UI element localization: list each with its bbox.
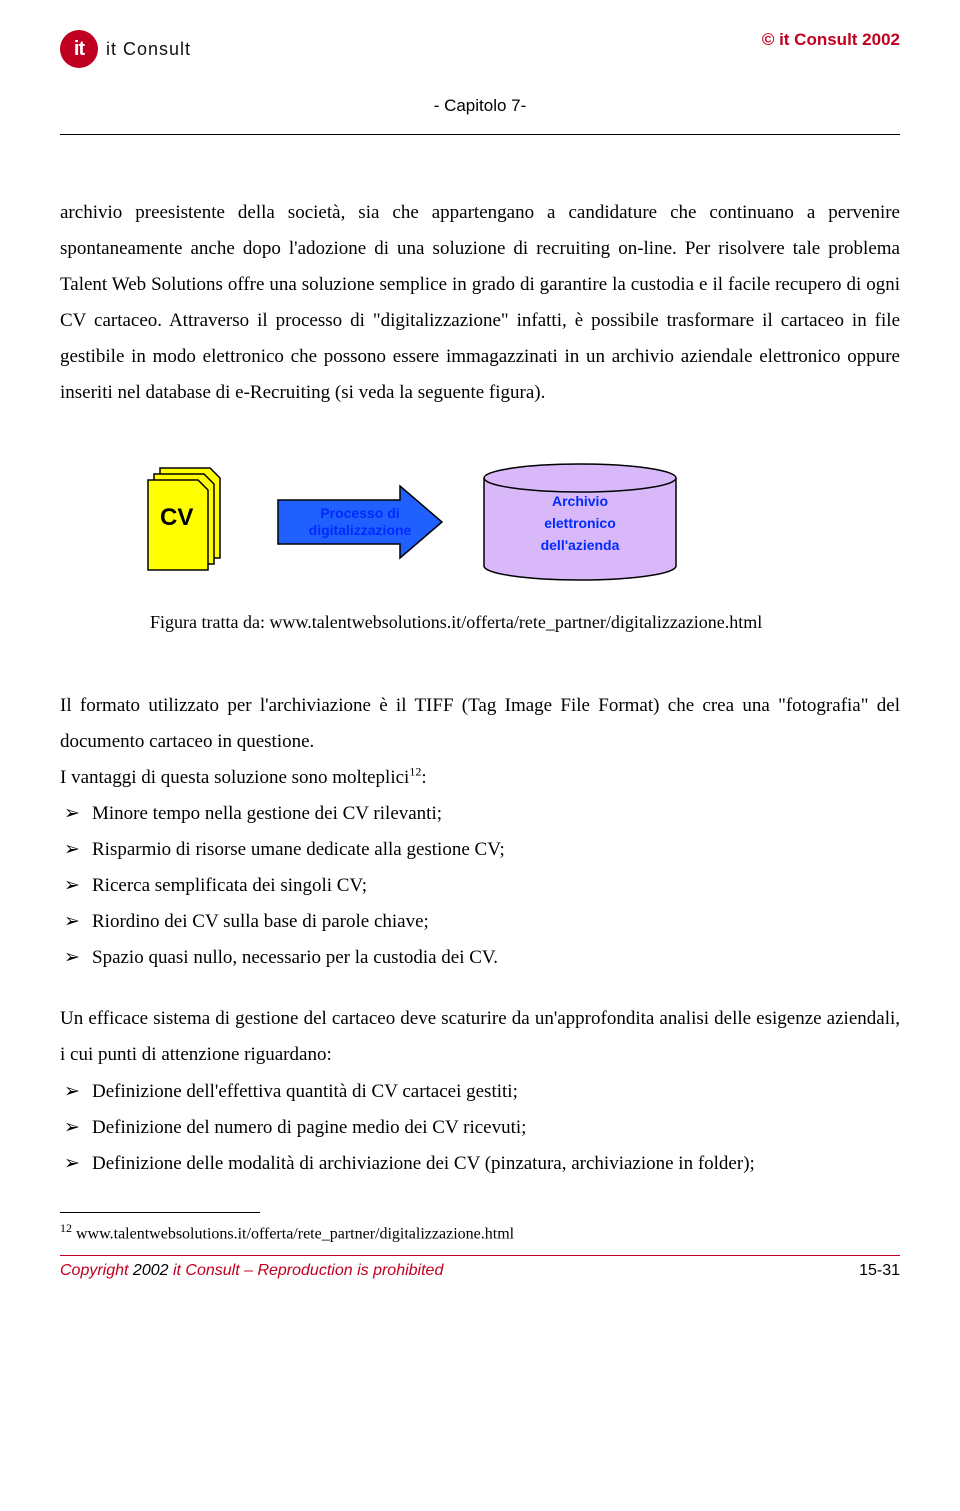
page-header: it it Consult © it Consult 2002 [60, 30, 900, 90]
footer-rule [60, 1255, 900, 1256]
footnote-text: www.talentwebsolutions.it/offerta/rete_p… [72, 1225, 514, 1242]
arrow-line2: digitalizzazione [309, 522, 412, 538]
cylinder-label: Archivio elettronico dell'azienda [480, 490, 680, 557]
footer-pre: Copyright [60, 1262, 133, 1279]
para2b-post: : [421, 767, 426, 788]
arrow-line1: Processo di [320, 505, 399, 521]
list-item: Definizione del numero di pagine medio d… [60, 1110, 900, 1146]
para2b-sup: 12 [409, 764, 421, 778]
header-copyright: © it Consult 2002 [762, 30, 900, 50]
list-item: Riordino dei CV sulla base di parole chi… [60, 904, 900, 940]
cyl-line1: Archivio [552, 493, 608, 509]
para2a-text: Il formato utilizzato per l'archiviazion… [60, 695, 900, 752]
page-footer: Copyright 2002 it Consult – Reproduction… [60, 1262, 900, 1280]
database-cylinder-icon: Archivio elettronico dell'azienda [480, 462, 680, 582]
footnote-num: 12 [60, 1221, 72, 1235]
list-item: Risparmio di risorse umane dedicate alla… [60, 832, 900, 868]
paragraph-3: Un efficace sistema di gestione del cart… [60, 1001, 900, 1073]
arrow-label: Processo di digitalizzazione [309, 505, 412, 539]
page-number: 15-31 [859, 1262, 900, 1280]
list-item: Spazio quasi nullo, necessario per la cu… [60, 940, 900, 976]
list-item: Definizione dell'effettiva quantità di C… [60, 1074, 900, 1110]
digitization-diagram: CV Processo di digitalizzazione Archivio… [140, 462, 900, 582]
cv-label: CV [160, 504, 193, 532]
logo: it it Consult [60, 30, 191, 68]
para2b-pre: I vantaggi di questa soluzione sono molt… [60, 767, 409, 788]
figure-caption: Figura tratta da: www.talentwebsolutions… [150, 612, 900, 633]
advantages-list: Minore tempo nella gestione dei CV rilev… [60, 796, 900, 976]
list-item: Ricerca semplificata dei singoli CV; [60, 868, 900, 904]
footer-copyright: Copyright 2002 it Consult – Reproduction… [60, 1262, 443, 1280]
logo-icon: it [60, 30, 98, 68]
cyl-line3: dell'azienda [541, 537, 620, 553]
footer-post: it Consult – Reproduction is prohibited [169, 1262, 444, 1279]
footnote: 12 www.talentwebsolutions.it/offerta/ret… [60, 1221, 900, 1243]
footnote-rule [60, 1212, 260, 1213]
paragraph-1: archivio preesistente della società, sia… [60, 195, 900, 412]
chapter-title: - Capitolo 7- [60, 96, 900, 135]
list-item: Definizione delle modalità di archiviazi… [60, 1146, 900, 1182]
cyl-line2: elettronico [544, 515, 616, 531]
requirements-list: Definizione dell'effettiva quantità di C… [60, 1074, 900, 1182]
para1b-text: Per risolvere tale problema Talent Web S… [60, 238, 900, 403]
paragraph-2: Il formato utilizzato per l'archiviazion… [60, 688, 900, 796]
footer-year: 2002 [133, 1262, 169, 1279]
process-arrow-icon: Processo di digitalizzazione [270, 482, 450, 562]
cv-documents-icon: CV [140, 462, 240, 582]
logo-text: it Consult [106, 39, 191, 60]
list-item: Minore tempo nella gestione dei CV rilev… [60, 796, 900, 832]
